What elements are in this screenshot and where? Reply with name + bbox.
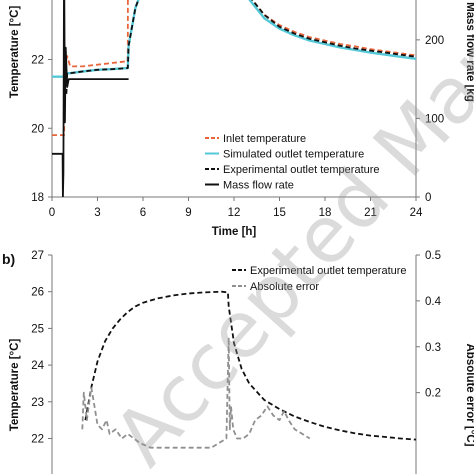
- panel-a-y2tick-label: 100: [425, 113, 444, 125]
- panel-a-xtick-label: 24: [410, 207, 423, 219]
- panel-b-series-group: [81, 290, 416, 449]
- panel-a-xtick-label: 12: [228, 207, 241, 219]
- panel-a-xtick-label: 3: [94, 207, 100, 219]
- panel-b-ytick-label: 23: [31, 397, 44, 409]
- panel-b-y2-axis-label: Absolute error [°C]: [464, 344, 474, 447]
- watermark: Accepted Manuscript: [97, 0, 474, 474]
- panel-b-y2tick-label: 0.3: [425, 342, 441, 354]
- panel-a-legend-label: Experimental outlet temperature: [223, 164, 380, 176]
- panel-b-series-absolute-error: [81, 336, 311, 449]
- panel-a-x-axis-label: Time [h]: [212, 226, 257, 238]
- panel-a-ytick-label: 20: [31, 123, 44, 135]
- panel-b-y2tick-label: 0.4: [425, 296, 442, 308]
- panel-a-xtick-label: 15: [273, 207, 286, 219]
- panel-a-xtick-label: 9: [185, 207, 191, 219]
- panel-b-ytick-label: 24: [31, 360, 44, 372]
- panel-b-ytick-label: 27: [31, 250, 44, 262]
- panel-a-y2tick-label: 200: [425, 35, 444, 47]
- panel-b-y-axis-label: Temperature [°C]: [9, 339, 21, 432]
- panel-a-series-simulated-outlet-temperature: [52, 0, 416, 78]
- panel-a-legend-label: Mass flow rate: [223, 180, 294, 192]
- panel-b-panel-label: b): [2, 251, 15, 267]
- panel-a-series-inlet-temperature: [52, 0, 416, 137]
- panel-a-y2-axis-label: Mass flow rate [kg: [464, 2, 474, 102]
- panel-b-ytick-label: 25: [31, 323, 44, 335]
- panel-a-xtick-label: 21: [364, 207, 377, 219]
- panel-a-series-group: [52, 0, 416, 197]
- panel-b-y2tick-label: 0.5: [425, 250, 441, 262]
- panel-a-xtick-label: 18: [319, 207, 332, 219]
- panel-b-ytick-label: 22: [31, 434, 44, 446]
- panel-b-series-experimental-outlet-temperature: [84, 290, 416, 441]
- panel-a-legend-label: Simulated outlet temperature: [223, 149, 364, 161]
- panel-a-xtick-label: 6: [140, 207, 146, 219]
- panel-b-ytick-label: 26: [31, 287, 44, 299]
- panel-a-ytick-label: 18: [31, 192, 44, 204]
- panel-a-y-axis-label: Temperature [°C]: [9, 6, 21, 99]
- panel-b-legend-label: Experimental outlet temperature: [250, 265, 407, 277]
- panel-a-series-mass-flow-rate: [52, 0, 129, 197]
- panel-a-xtick-label: 0: [49, 207, 55, 219]
- panel-a-legend-label: Inlet temperature: [223, 133, 306, 145]
- panel-a-ytick-label: 22: [31, 55, 44, 67]
- panel-a-y2tick-label: 0: [425, 192, 431, 204]
- panel-b-y2tick-label: 0.2: [425, 388, 441, 400]
- panel-b-legend-label: Absolute error: [250, 281, 319, 293]
